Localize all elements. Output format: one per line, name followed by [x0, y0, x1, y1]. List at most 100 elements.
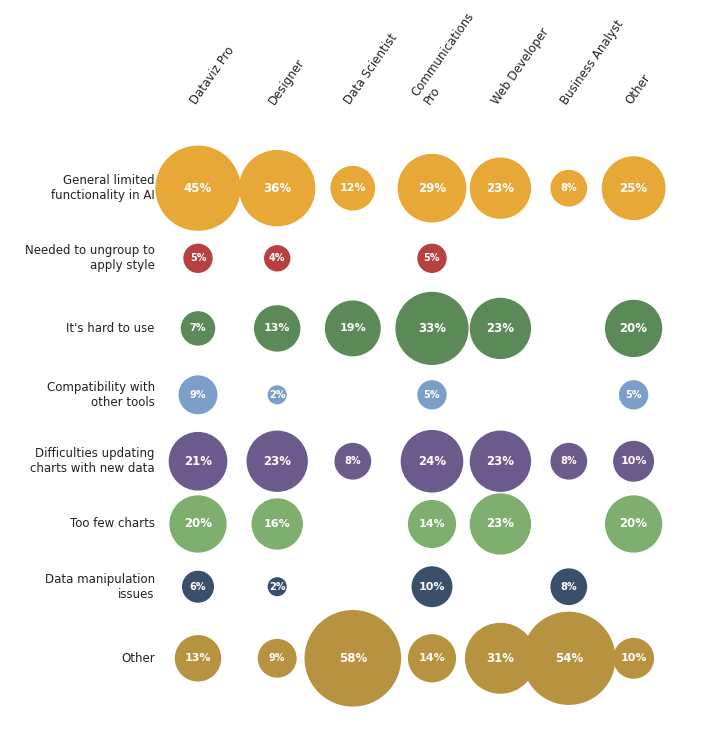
Ellipse shape	[470, 158, 531, 218]
Ellipse shape	[470, 494, 531, 554]
Text: 7%: 7%	[190, 323, 206, 334]
Ellipse shape	[606, 300, 662, 356]
Ellipse shape	[396, 292, 468, 365]
Ellipse shape	[169, 432, 227, 490]
Text: 20%: 20%	[620, 517, 647, 531]
Text: 58%: 58%	[338, 652, 367, 665]
Text: 9%: 9%	[190, 390, 206, 400]
Text: 12%: 12%	[340, 183, 366, 193]
Text: 20%: 20%	[184, 517, 212, 531]
Text: 23%: 23%	[487, 455, 514, 468]
Text: 23%: 23%	[487, 322, 514, 335]
Text: 10%: 10%	[621, 456, 647, 466]
Text: 8%: 8%	[560, 456, 577, 466]
Ellipse shape	[551, 170, 587, 206]
Text: 29%: 29%	[418, 182, 446, 195]
Ellipse shape	[418, 381, 446, 409]
Text: Communications
Pro: Communications Pro	[409, 10, 489, 107]
Text: 5%: 5%	[424, 253, 440, 263]
Ellipse shape	[258, 640, 296, 677]
Text: Other: Other	[623, 72, 653, 107]
Text: 6%: 6%	[190, 582, 206, 592]
Text: It's hard to use: It's hard to use	[66, 322, 155, 335]
Ellipse shape	[401, 431, 463, 492]
Ellipse shape	[551, 444, 587, 479]
Text: 4%: 4%	[269, 253, 285, 263]
Ellipse shape	[265, 246, 289, 271]
Text: 8%: 8%	[560, 582, 577, 592]
Text: 23%: 23%	[487, 182, 514, 195]
Ellipse shape	[335, 444, 371, 479]
Text: Business Analyst: Business Analyst	[558, 18, 626, 107]
Text: 5%: 5%	[424, 390, 440, 400]
Ellipse shape	[176, 635, 220, 681]
Text: 45%: 45%	[184, 182, 212, 195]
Text: 23%: 23%	[487, 517, 514, 531]
Ellipse shape	[466, 624, 535, 693]
Ellipse shape	[413, 567, 451, 607]
Text: 14%: 14%	[418, 653, 446, 663]
Ellipse shape	[179, 376, 217, 413]
Ellipse shape	[409, 635, 455, 682]
Ellipse shape	[331, 167, 374, 210]
Ellipse shape	[255, 306, 300, 351]
Ellipse shape	[252, 499, 302, 549]
Ellipse shape	[551, 569, 587, 604]
Ellipse shape	[409, 500, 455, 548]
Text: Difficulties updating
charts with new data: Difficulties updating charts with new da…	[30, 447, 155, 475]
Text: 24%: 24%	[418, 455, 446, 468]
Text: 13%: 13%	[185, 653, 211, 663]
Text: 31%: 31%	[487, 652, 514, 665]
Text: Web Developer: Web Developer	[490, 26, 552, 107]
Ellipse shape	[606, 496, 662, 552]
Text: 54%: 54%	[554, 652, 583, 665]
Text: 10%: 10%	[621, 653, 647, 663]
Ellipse shape	[523, 613, 615, 704]
Ellipse shape	[418, 244, 446, 272]
Ellipse shape	[470, 298, 531, 359]
Ellipse shape	[614, 441, 653, 481]
Text: 21%: 21%	[184, 455, 212, 468]
Text: Needed to ungroup to
apply style: Needed to ungroup to apply style	[25, 244, 155, 272]
Ellipse shape	[247, 431, 307, 492]
Ellipse shape	[305, 611, 400, 706]
Ellipse shape	[156, 146, 240, 230]
Ellipse shape	[398, 154, 466, 222]
Text: 36%: 36%	[263, 182, 292, 195]
Ellipse shape	[240, 151, 315, 226]
Text: 5%: 5%	[190, 253, 206, 263]
Text: 25%: 25%	[619, 182, 648, 195]
Text: 5%: 5%	[626, 390, 642, 400]
Text: 2%: 2%	[269, 390, 285, 400]
Ellipse shape	[181, 312, 215, 345]
Text: General limited
functionality in AI: General limited functionality in AI	[51, 174, 155, 202]
Text: 16%: 16%	[264, 519, 291, 529]
Text: Compatibility with
other tools: Compatibility with other tools	[47, 381, 155, 409]
Text: 13%: 13%	[264, 323, 290, 334]
Text: Too few charts: Too few charts	[70, 517, 155, 531]
Text: Designer: Designer	[266, 56, 307, 107]
Ellipse shape	[603, 157, 665, 219]
Text: 2%: 2%	[269, 582, 285, 592]
Ellipse shape	[614, 638, 653, 678]
Text: 23%: 23%	[264, 455, 291, 468]
Text: 19%: 19%	[339, 323, 366, 334]
Ellipse shape	[269, 386, 286, 404]
Text: Other: Other	[121, 652, 155, 665]
Text: 8%: 8%	[344, 456, 361, 466]
Ellipse shape	[325, 301, 380, 356]
Ellipse shape	[470, 431, 531, 492]
Ellipse shape	[269, 578, 286, 596]
Text: Data manipulation
issues: Data manipulation issues	[45, 573, 155, 601]
Text: 33%: 33%	[418, 322, 446, 335]
Ellipse shape	[183, 571, 213, 602]
Text: Data Scientist: Data Scientist	[342, 32, 400, 107]
Ellipse shape	[184, 244, 212, 272]
Ellipse shape	[620, 381, 647, 409]
Text: 10%: 10%	[419, 582, 445, 592]
Text: 14%: 14%	[418, 519, 446, 529]
Text: 20%: 20%	[620, 322, 647, 335]
Text: 8%: 8%	[560, 183, 577, 193]
Ellipse shape	[170, 496, 226, 552]
Text: 9%: 9%	[269, 653, 285, 663]
